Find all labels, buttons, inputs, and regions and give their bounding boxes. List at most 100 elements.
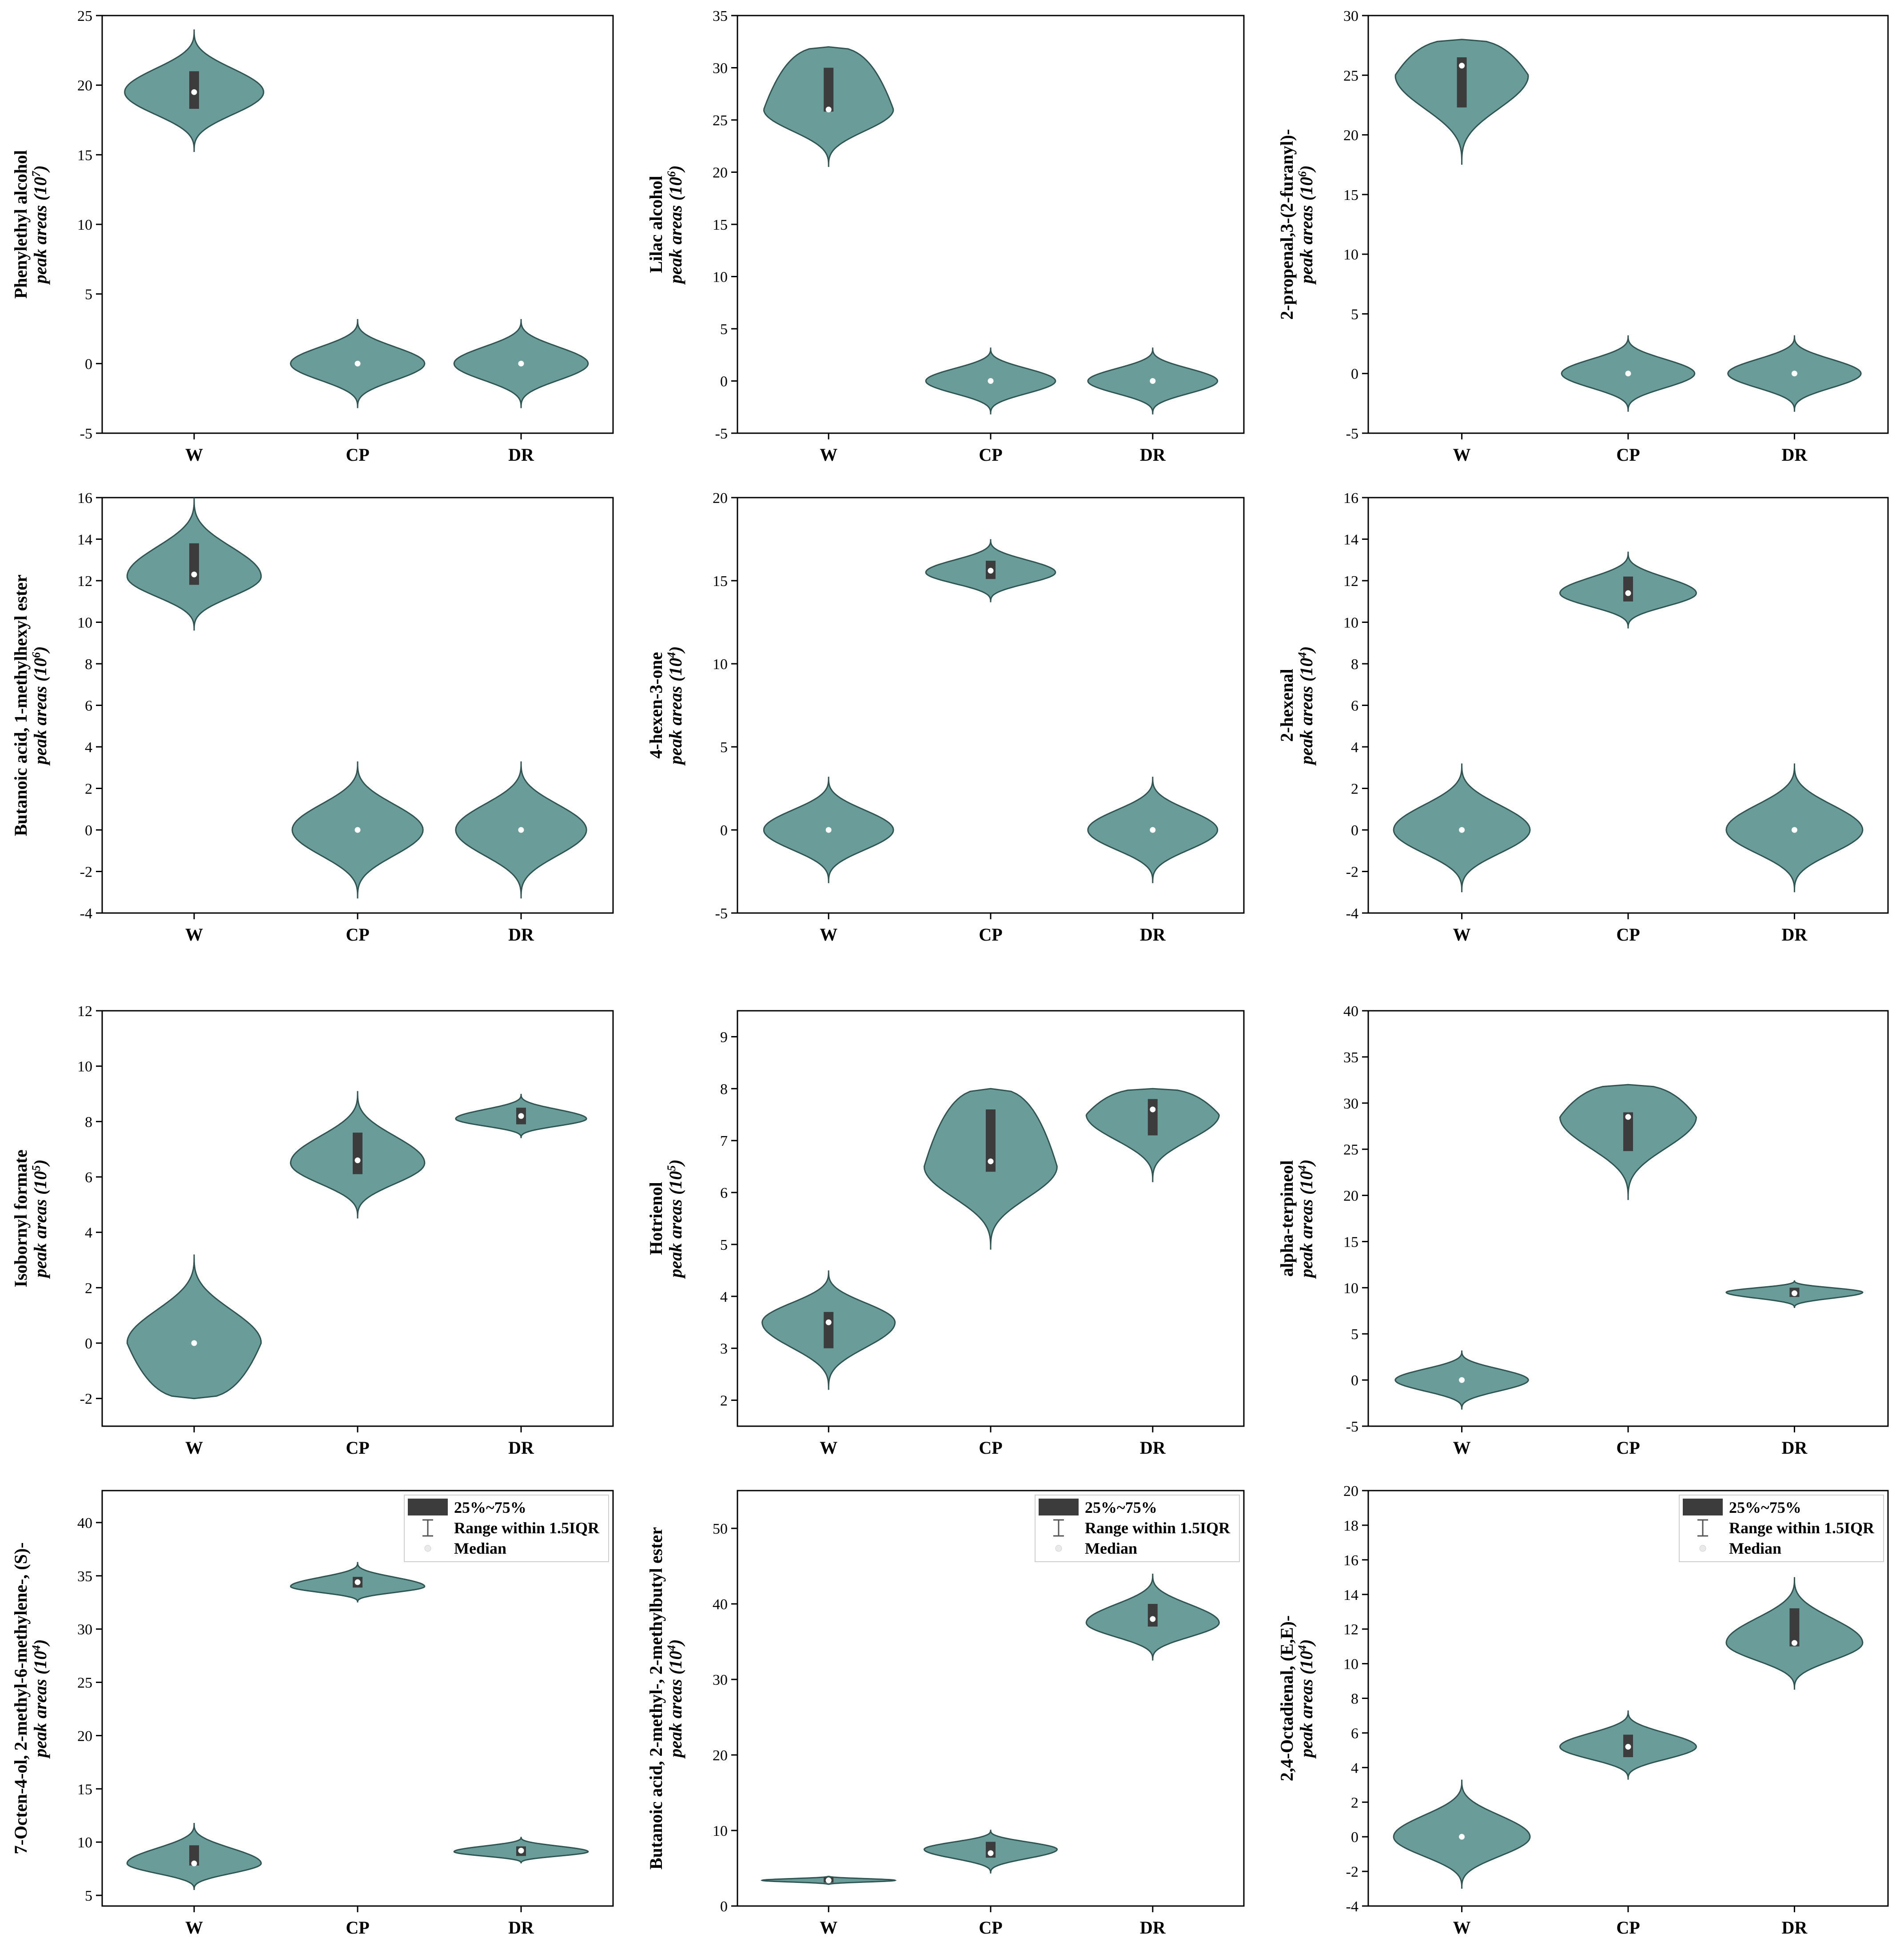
y-tick-label: 10: [77, 1834, 92, 1851]
y-axis-compound-label: 2-hexenal: [1277, 669, 1297, 742]
y-axis-compound-label: Butanoic acid, 2-methyl-, 2-methylbutyl …: [646, 1527, 666, 1870]
y-axis-compound-label: Lilac alcohol: [646, 176, 666, 273]
y-tick-label: 25: [77, 8, 92, 24]
y-tick-label: 6: [85, 1169, 92, 1186]
units-close: ): [665, 646, 685, 653]
y-tick-label: 40: [77, 1515, 92, 1531]
y-tick-label: 6: [1351, 698, 1358, 714]
median-dot: [1459, 1377, 1465, 1383]
panel-1: -5 0 5 10 15 20 25 W CP DR Phenylethyl alcohol peak…: [11, 8, 614, 465]
y-tick-label: 8: [1351, 656, 1358, 673]
y-tick-label: -5: [80, 426, 92, 442]
units-exponent: 5: [665, 1165, 678, 1171]
y-tick-label: 20: [77, 78, 92, 94]
y-tick-label: 35: [713, 8, 728, 24]
y-tick-label: 2: [1351, 1794, 1358, 1811]
units-base: peak areas (10: [665, 1651, 685, 1759]
x-tick-label: DR: [508, 925, 534, 945]
median-dot: [1150, 827, 1156, 833]
iqr-box: [1789, 1608, 1800, 1647]
y-tick-label: 20: [713, 1747, 728, 1764]
panel-5: -5 0 5 10 15 20 W CP DR 4-hexen-3-one peak areas (…: [646, 490, 1245, 945]
x-tick-label: CP: [1616, 1918, 1640, 1938]
x-tick-label: DR: [1140, 925, 1166, 945]
units-close: ): [1296, 646, 1316, 653]
panel-3: -5 0 5 10 15 20 25 30 W CP DR 2-propenal,3-(2-furan…: [1277, 8, 1889, 465]
median-dot: [1150, 1616, 1156, 1622]
y-tick-label: 7: [720, 1133, 728, 1149]
iqr-box: [189, 543, 199, 585]
legend-label: 25%~75%: [454, 1499, 526, 1516]
y-tick-label: 10: [1343, 615, 1358, 631]
panel-11: 0 10 20 30 40 50 W CP DR Butanoic acid, 2-methyl-…: [646, 1490, 1245, 1938]
y-tick-label: -5: [1346, 426, 1358, 442]
x-tick-label: W: [820, 1918, 837, 1938]
units-exponent: 6: [30, 652, 43, 658]
y-tick-label: -5: [715, 426, 728, 442]
iqr-box: [824, 1312, 834, 1348]
median-dot: [1791, 1640, 1797, 1646]
median-dot: [355, 1579, 361, 1585]
y-tick-label: 25: [1343, 68, 1358, 84]
y-tick-label: 40: [713, 1596, 728, 1613]
units-close: ): [665, 1159, 685, 1166]
y-tick-label: 12: [1343, 573, 1358, 590]
y-axis-compound-label: Phenylethyl alcohol: [11, 150, 31, 299]
y-axis-compound-label: 2-propenal,3-(2-furanyl)-: [1277, 129, 1297, 319]
x-tick-label: DR: [1140, 1918, 1166, 1938]
y-tick-label: 10: [1343, 1656, 1358, 1673]
y-tick-label: 0: [1351, 366, 1358, 383]
y-tick-label: 2: [1351, 781, 1358, 798]
panel-9: -5 0 5 10 15 20 25 30 35 40 W CP DR alpha-terpineol pe…: [1277, 1003, 1889, 1458]
median-dot: [518, 1847, 524, 1854]
panel-4: -4 -2 0 2 4 6 8 10 12 14 16 W CP DR Butanoic acid, 1-m…: [11, 490, 614, 945]
median-dot: [1459, 1834, 1465, 1840]
x-tick-label: DR: [1782, 1918, 1808, 1938]
y-tick-label: 5: [1351, 1326, 1358, 1343]
y-tick-label: 15: [1343, 1234, 1358, 1250]
y-tick-label: 2: [85, 1280, 92, 1296]
median-dot: [825, 827, 832, 833]
y-tick-label: 18: [1343, 1518, 1358, 1534]
x-tick-label: DR: [1140, 1438, 1166, 1458]
median-dot: [191, 571, 197, 578]
y-tick-label: 30: [1343, 1096, 1358, 1112]
y-tick-label: 15: [713, 217, 728, 233]
y-tick-label: 10: [1343, 1280, 1358, 1296]
median-dot: [988, 568, 994, 574]
y-tick-label: -4: [80, 905, 92, 922]
x-tick-label: DR: [1140, 445, 1166, 465]
y-axis-units-label: peak areas (104): [665, 646, 685, 766]
y-tick-label: 5: [85, 287, 92, 303]
median-dot: [1625, 371, 1631, 377]
units-exponent: 4: [1296, 1645, 1309, 1651]
y-tick-label: 20: [713, 490, 728, 506]
y-tick-label: 12: [1343, 1622, 1358, 1638]
median-dot: [1625, 1744, 1631, 1750]
units-close: ): [665, 1639, 685, 1646]
y-tick-label: 0: [85, 822, 92, 839]
legend-box-swatch: [408, 1499, 448, 1515]
iqr-box: [189, 1845, 199, 1866]
y-tick-label: -2: [80, 1391, 92, 1408]
units-exponent: 5: [30, 1165, 43, 1171]
x-tick-label: CP: [346, 445, 369, 465]
y-tick-label: 30: [713, 1672, 728, 1688]
units-close: ): [30, 646, 50, 653]
y-tick-label: -5: [715, 905, 728, 922]
x-tick-label: CP: [979, 1438, 1002, 1458]
units-base: peak areas (10: [665, 177, 685, 285]
legend-box-swatch: [1039, 1499, 1079, 1515]
y-tick-label: 14: [1343, 532, 1358, 548]
y-axis-units-label: peak areas (104): [1296, 1159, 1316, 1279]
units-base: peak areas (10: [1296, 1651, 1316, 1759]
y-tick-label: 8: [85, 656, 92, 673]
median-dot: [355, 827, 361, 833]
x-tick-label: CP: [979, 1918, 1002, 1938]
legend: 25%~75% Range within 1.5IQR Median: [404, 1495, 609, 1562]
units-exponent: 6: [665, 171, 678, 177]
y-axis-compound-label: 2,4-Octadienal, (E,E)-: [1277, 1615, 1297, 1781]
y-tick-label: -2: [80, 864, 92, 881]
y-tick-label: 15: [1343, 187, 1358, 203]
x-tick-label: DR: [508, 1438, 534, 1458]
